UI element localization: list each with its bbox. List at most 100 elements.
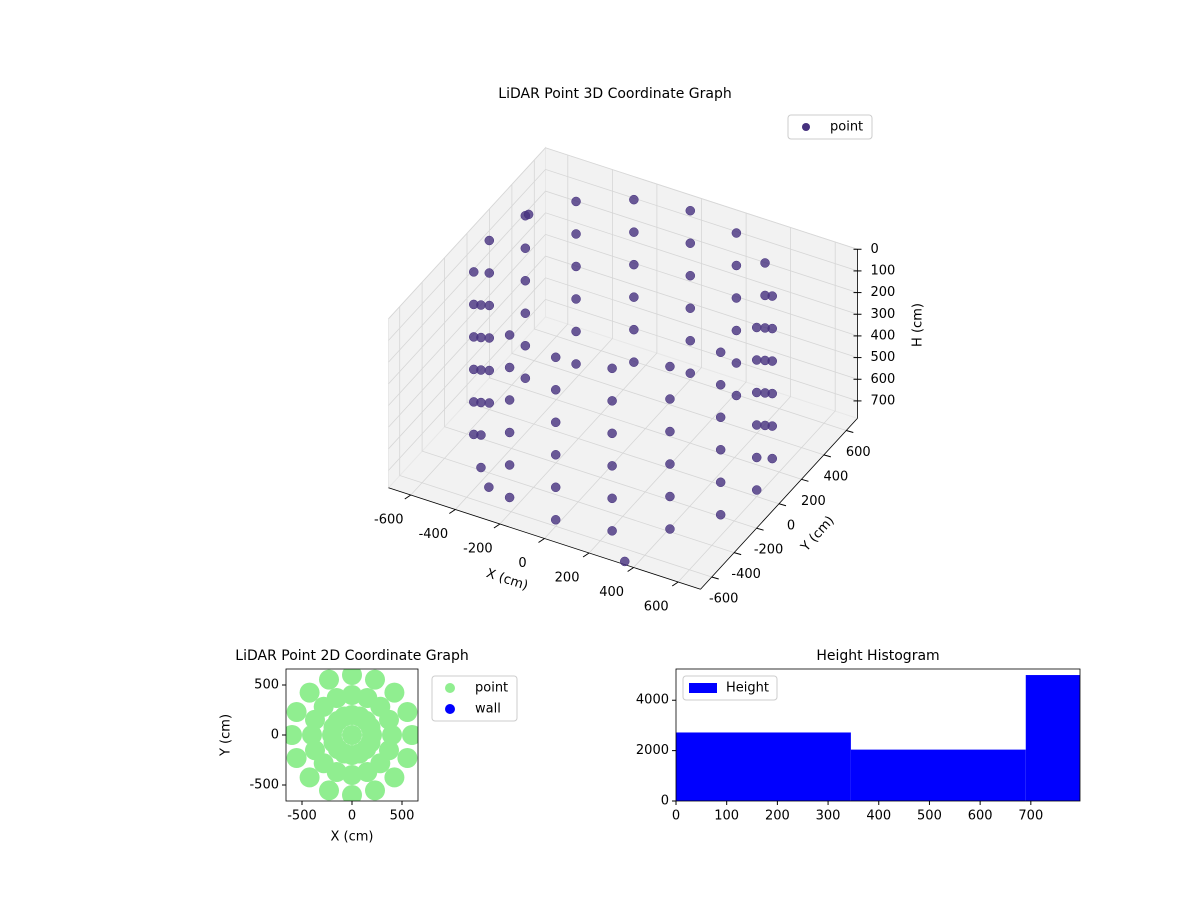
point bbox=[607, 461, 617, 471]
y-tick bbox=[734, 552, 742, 556]
legend-label: Height bbox=[726, 681, 769, 696]
legend-marker bbox=[689, 683, 717, 693]
point bbox=[665, 426, 675, 437]
point bbox=[402, 725, 418, 745]
point bbox=[665, 491, 675, 502]
x-tick-label: 600 bbox=[968, 809, 993, 824]
x-tick-label: 0 bbox=[348, 809, 356, 824]
grid-line bbox=[444, 257, 757, 529]
x-tick-label: 700 bbox=[1018, 809, 1043, 824]
point bbox=[286, 725, 302, 745]
z-axis-label: H (cm) bbox=[911, 303, 926, 347]
point bbox=[731, 358, 742, 368]
point bbox=[760, 388, 770, 398]
grid-line bbox=[388, 190, 858, 363]
y-tick-label: -400 bbox=[731, 567, 761, 582]
point bbox=[504, 460, 515, 470]
x-tick bbox=[538, 538, 545, 543]
point bbox=[731, 260, 742, 271]
bar bbox=[676, 732, 851, 801]
point bbox=[550, 385, 561, 395]
y-tick-label: 0 bbox=[271, 728, 279, 743]
point bbox=[319, 669, 339, 690]
point bbox=[484, 268, 495, 278]
z-tick-label: 0 bbox=[871, 242, 879, 257]
point bbox=[384, 767, 405, 788]
point bbox=[342, 685, 362, 705]
point bbox=[520, 373, 531, 383]
grid-line bbox=[388, 233, 858, 406]
point bbox=[476, 462, 486, 473]
point bbox=[286, 702, 307, 722]
point bbox=[715, 510, 726, 520]
point bbox=[715, 380, 726, 390]
point bbox=[751, 485, 762, 495]
y-tick-label: 500 bbox=[254, 678, 279, 693]
legend-box bbox=[431, 675, 518, 722]
point bbox=[504, 427, 515, 438]
y-tick-label: -500 bbox=[249, 778, 279, 793]
point bbox=[571, 294, 581, 304]
y-tick bbox=[801, 478, 809, 482]
y-tick bbox=[846, 429, 854, 433]
y-tick-label: 0 bbox=[787, 518, 795, 533]
point bbox=[607, 363, 617, 374]
grid-line bbox=[466, 233, 780, 505]
point bbox=[685, 368, 696, 378]
point bbox=[365, 780, 385, 801]
point bbox=[731, 325, 742, 336]
point bbox=[550, 450, 561, 460]
point bbox=[607, 526, 617, 536]
x-tick-label: 100 bbox=[714, 809, 739, 824]
y-axis-label: Y (cm) bbox=[798, 513, 838, 555]
x-tick bbox=[449, 509, 456, 514]
point bbox=[504, 395, 515, 405]
point bbox=[685, 335, 696, 346]
point bbox=[550, 417, 561, 428]
legend-marker bbox=[802, 123, 810, 131]
point bbox=[751, 322, 762, 333]
point bbox=[751, 355, 762, 365]
x-tick bbox=[404, 494, 412, 500]
z-tick-label: 100 bbox=[871, 263, 896, 278]
chart-title: LiDAR Point 2D Coordinate Graph bbox=[235, 648, 468, 664]
grid-line bbox=[421, 282, 735, 553]
point bbox=[468, 397, 479, 407]
point bbox=[751, 387, 762, 398]
point bbox=[715, 477, 726, 488]
point bbox=[607, 396, 617, 406]
x-tick-label: -200 bbox=[463, 542, 493, 557]
y-axis-label: Y (cm) bbox=[219, 714, 234, 757]
point bbox=[342, 669, 362, 685]
point bbox=[286, 748, 307, 768]
point bbox=[365, 669, 385, 690]
y-tick-label: 400 bbox=[823, 469, 848, 484]
point bbox=[357, 688, 378, 708]
grid-line bbox=[388, 255, 858, 428]
point bbox=[629, 357, 639, 367]
point bbox=[760, 258, 770, 268]
x-tick-label: 0 bbox=[672, 809, 680, 824]
point bbox=[629, 194, 639, 205]
point bbox=[342, 725, 362, 745]
point bbox=[397, 702, 418, 722]
y-tick bbox=[756, 527, 764, 531]
legend-label: point bbox=[475, 681, 508, 696]
grid-line bbox=[388, 212, 858, 385]
point bbox=[767, 453, 778, 464]
point bbox=[397, 748, 418, 768]
grid-line bbox=[388, 147, 858, 320]
point bbox=[468, 429, 479, 440]
point bbox=[484, 300, 495, 311]
grid-line bbox=[544, 198, 702, 539]
x-tick bbox=[582, 552, 590, 558]
grid-line bbox=[588, 213, 747, 554]
plot-area bbox=[676, 675, 1080, 801]
point bbox=[571, 261, 581, 272]
point bbox=[629, 324, 639, 335]
y-tick-label: -600 bbox=[709, 592, 739, 607]
point bbox=[665, 394, 675, 404]
x-tick-label: 400 bbox=[599, 585, 624, 600]
axis-line bbox=[388, 487, 701, 590]
